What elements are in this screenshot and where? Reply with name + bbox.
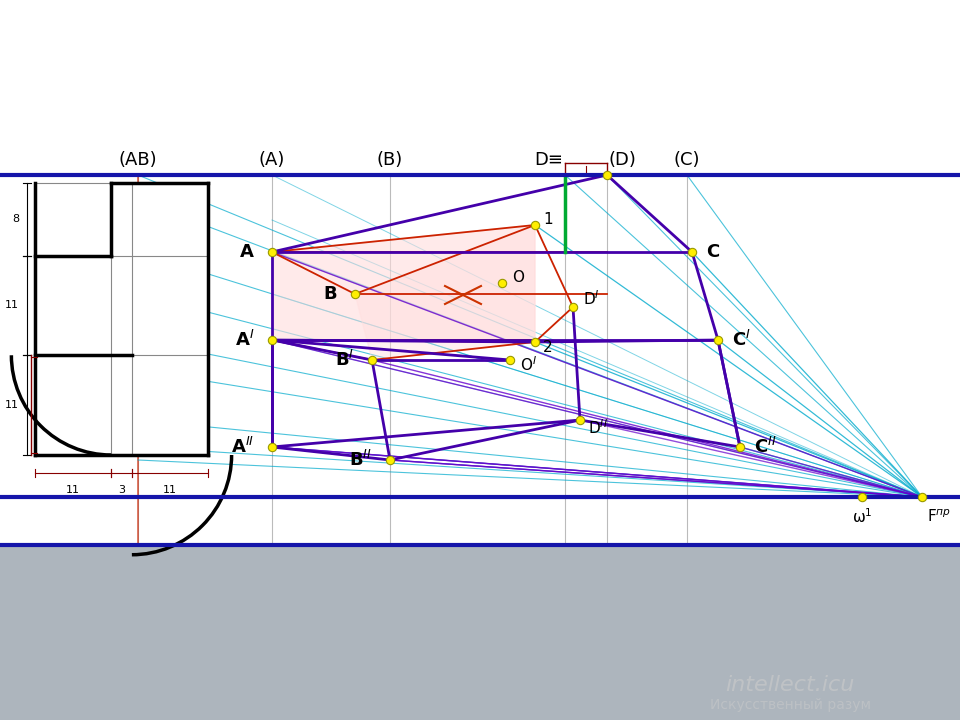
Text: 2: 2: [543, 340, 553, 354]
Text: C$^{II}$: C$^{II}$: [754, 437, 777, 457]
Text: B$^I$: B$^I$: [335, 350, 354, 370]
Text: 1: 1: [543, 212, 553, 228]
Text: O: O: [512, 271, 524, 286]
Text: intellect.icu: intellect.icu: [726, 675, 854, 695]
Text: 11: 11: [163, 485, 177, 495]
Text: A: A: [240, 243, 254, 261]
Text: (D): (D): [609, 151, 636, 169]
Text: (A): (A): [259, 151, 285, 169]
Text: A$^I$: A$^I$: [234, 330, 254, 350]
Text: 11: 11: [5, 400, 19, 410]
Text: (AB): (AB): [119, 151, 157, 169]
Text: F$^{пр}$: F$^{пр}$: [927, 509, 951, 526]
Text: (B): (B): [377, 151, 403, 169]
Text: B: B: [324, 285, 337, 303]
Polygon shape: [272, 225, 535, 342]
Polygon shape: [355, 225, 535, 360]
Text: C: C: [706, 243, 719, 261]
Text: 11: 11: [66, 485, 80, 495]
Text: 11: 11: [5, 300, 19, 310]
Text: D$^{II}$: D$^{II}$: [588, 418, 608, 437]
Text: ω$^1$: ω$^1$: [852, 508, 873, 526]
Text: B$^{II}$: B$^{II}$: [349, 450, 372, 470]
Text: 3: 3: [118, 485, 125, 495]
Text: A$^{II}$: A$^{II}$: [230, 437, 254, 457]
Text: O$^I$: O$^I$: [520, 356, 537, 374]
Text: C$^I$: C$^I$: [732, 330, 751, 350]
Text: D≡: D≡: [534, 151, 563, 169]
Text: Искусственный разум: Искусственный разум: [709, 698, 871, 712]
Text: 8: 8: [12, 215, 19, 224]
Text: (C): (C): [674, 151, 700, 169]
Text: D$^I$: D$^I$: [583, 289, 600, 308]
Bar: [35, 183, 208, 455]
